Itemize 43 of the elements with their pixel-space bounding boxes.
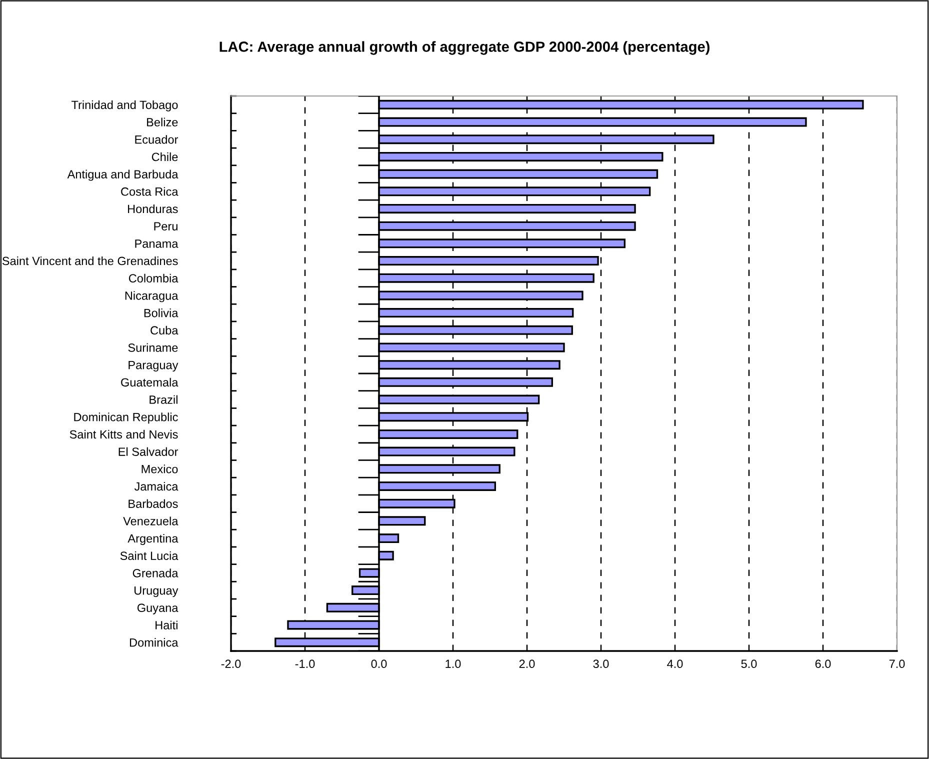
y-tick-label: Guatemala [121,378,178,387]
y-tick-label: Grenada [132,568,178,578]
y-tick-label: Uruguay [134,586,178,598]
x-tick-label: 6.0 [815,660,831,668]
x-tick-label: 4.0 [667,660,683,668]
y-tick-label: Peru [154,222,178,230]
x-tick-label: -2.0 [221,660,241,668]
y-tick-label: Venezuela [123,516,178,526]
y-tick-label: Brazil [150,395,178,404]
y-tick-label: Dominican Republic [74,412,178,424]
y-tick-label: Suriname [128,343,178,352]
y-tick-label: Argentina [128,534,178,545]
x-tick-label: 0.0 [371,660,387,668]
x-tick-label: 1.0 [446,660,461,668]
y-tick-label: El Salvador [118,447,178,456]
y-tick-label: Colombia [128,274,178,283]
y-tick-label: Haiti [156,620,178,630]
x-tick-label: -1.0 [295,660,315,668]
y-tick-label: Saint Lucia [120,551,178,560]
y-tick-label: Nicaragua [125,291,178,302]
y-tick-label: Bolivia [144,308,178,318]
x-tick-label: 3.0 [593,660,609,668]
y-tick-label: Trinidad and Tobago [72,100,178,112]
y-tick-label: Saint Vincent and the Grenadines [2,256,178,266]
y-tick-label: Costa Rica [121,187,178,196]
y-tick-label: Cuba [150,326,178,335]
x-tick-label: 7.0 [889,660,905,668]
y-tick-label: Guyana [137,604,178,614]
y-tick-label: Ecuador [135,135,178,144]
y-tick-label: Belize [147,118,178,126]
y-tick-label: Mexico [142,464,178,474]
y-tick-label: Antigua and Barbuda [67,170,178,181]
y-tick-label: Honduras [128,204,178,214]
y-tick-label: Barbados [128,499,178,508]
y-tick-label: Chile [152,152,178,162]
y-tick-label: Dominica [130,638,178,647]
y-tick-label: Panama [135,240,178,248]
x-tick-label: 5.0 [741,660,757,668]
x-tick-label: 2.0 [519,660,535,668]
chart-title: LAC: Average annual growth of aggregate GDP 2000-2004 (percentage) [220,41,710,55]
y-tick-label: Paraguay [128,360,178,372]
y-tick-label: Jamaica [134,482,178,491]
y-tick-label: Saint Kitts and Nevis [70,430,178,439]
